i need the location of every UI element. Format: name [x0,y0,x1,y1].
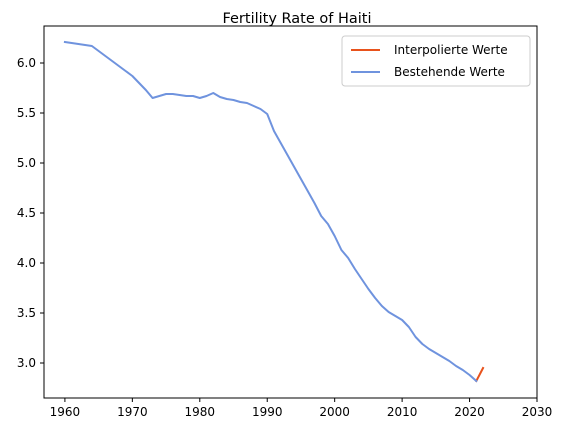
x-tick-label: 2020 [454,405,485,419]
y-tick-label: 6.0 [17,56,36,70]
x-tick-label: 2010 [387,405,418,419]
series-line-1 [63,40,478,383]
plot-lines [63,40,485,383]
legend-label-0: Interpolierte Werte [394,43,508,57]
series-line-0 [474,366,485,383]
y-tick-label: 4.0 [17,256,36,270]
x-tick-label: 2030 [522,405,553,419]
x-tick-label: 1970 [117,405,148,419]
y-axis: 3.0 3.5 4.0 4.5 5.0 5.5 6.0 [17,56,44,370]
x-tick-label: 1960 [50,405,81,419]
x-tick-label: 1990 [252,405,283,419]
y-tick-label: 5.5 [17,106,36,120]
plot-frame [43,25,538,399]
chart-title: Fertility Rate of Haiti [222,11,371,27]
legend: Interpolierte Werte Bestehende Werte [341,35,531,87]
x-tick-label: 1980 [185,405,216,419]
legend-label-1: Bestehende Werte [394,65,505,79]
x-axis: 1960 1970 1980 1990 2000 2010 2020 2030 [50,398,553,419]
legend-box [341,35,531,87]
x-tick-label: 2000 [319,405,350,419]
y-tick-label: 4.5 [17,206,36,220]
y-tick-label: 5.0 [17,156,36,170]
y-tick-label: 3.5 [17,306,36,320]
y-tick-label: 3.0 [17,356,36,370]
